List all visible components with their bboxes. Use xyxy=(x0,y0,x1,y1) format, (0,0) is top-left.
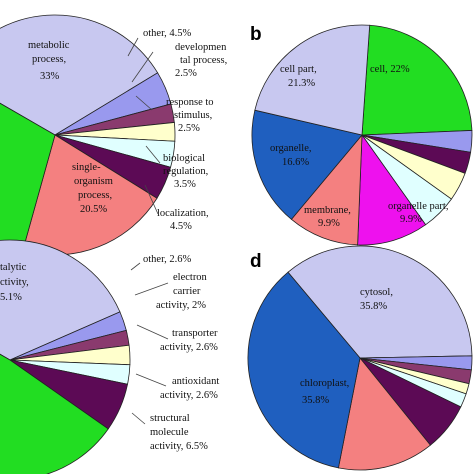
panel-letter-b: b xyxy=(250,24,262,45)
slice-label-a-0-0: metabolic xyxy=(28,40,70,51)
pie-chart-c xyxy=(0,239,131,474)
slice-label-c-5-0: structural xyxy=(150,413,190,424)
slice-label-c-0-2: 5.1% xyxy=(0,292,22,303)
slice-label-c-4-1: activity, 2.6% xyxy=(160,390,218,401)
leader-line-5 xyxy=(130,262,141,271)
leader-line-3 xyxy=(145,145,161,164)
slice-label-a-2-1: tal process, xyxy=(180,55,227,66)
pie-slice-c-catalytic-activity xyxy=(0,239,121,361)
leader-lines xyxy=(127,37,169,425)
slice-label-a-0-2: 33% xyxy=(40,71,60,82)
slice-label-a-6-1: organism xyxy=(74,176,113,187)
pie-slice-b-cell-part xyxy=(254,24,371,136)
slice-label-a-3-1: stimulus, xyxy=(174,110,212,121)
pie-chart-b xyxy=(251,24,473,246)
leader-line-1 xyxy=(131,51,154,83)
leader-line-2 xyxy=(135,95,153,111)
leader-line-9 xyxy=(131,412,146,425)
slice-label-c-1-0: other, 2.6% xyxy=(143,254,192,265)
slice-label-a-6-0: single- xyxy=(72,162,101,173)
pie-slice-b-cell xyxy=(361,24,473,136)
slice-label-a-2-0: developmen xyxy=(175,42,227,53)
slice-label-c-3-0: transporter xyxy=(172,328,218,339)
pie-slice-b-organelle xyxy=(251,109,363,220)
slice-label-b-0-0: cell, 22% xyxy=(370,64,410,75)
pie-slice-b-membrane xyxy=(290,133,363,246)
slice-label-a-0-1: process, xyxy=(32,54,66,65)
slice-label-a-5-0: localization, xyxy=(157,208,209,219)
slice-label-b-6-0: membrane, xyxy=(304,205,351,216)
slice-label-a-5-1: 4.5% xyxy=(170,221,192,232)
slice-label-a-3-0: response to xyxy=(166,97,214,108)
slice-label-c-4-0: antioxidant xyxy=(172,376,219,387)
slice-label-c-2-0: electron xyxy=(173,272,208,283)
pie-slice-d-other-d6 xyxy=(337,357,431,471)
slice-label-b-7-0: organelle, xyxy=(270,143,312,154)
leader-line-8 xyxy=(135,373,167,387)
slice-label-c-5-2: activity, 6.5% xyxy=(150,441,208,452)
slice-label-a-1-0: other, 4.5% xyxy=(143,28,192,39)
slice-label-b-5-0: organelle part, xyxy=(388,201,448,212)
slice-label-d-0-1: 35.8% xyxy=(360,301,387,312)
slice-label-b-7-1: 16.6% xyxy=(282,157,309,168)
slice-label-a-3-2: 2.5% xyxy=(178,123,200,134)
pie-slice-a-metabolic-process xyxy=(0,14,159,136)
slice-label-c-2-1: carrier xyxy=(173,286,201,297)
slice-label-d-7-1: 35.8% xyxy=(302,395,329,406)
slice-label-b-8-1: 21.3% xyxy=(288,78,315,89)
pie-slice-b-organelle-part xyxy=(357,133,427,246)
slice-label-a-4-0: biological xyxy=(163,153,205,164)
leader-line-4 xyxy=(144,184,159,215)
slice-label-b-8-0: cell part, xyxy=(280,64,317,75)
slice-label-a-6-3: 20.5% xyxy=(80,204,107,215)
slice-label-a-2-2: 2.5% xyxy=(175,68,197,79)
slice-label-c-5-1: molecule xyxy=(150,427,189,438)
pie-chart-a xyxy=(0,14,176,256)
slice-label-c-0-0: talytic xyxy=(0,262,27,273)
slice-labels: metabolic process, 33% other, 4.5% developme… xyxy=(0,28,448,452)
leader-line-7 xyxy=(136,324,169,340)
slice-label-b-5-1: 9.9% xyxy=(400,214,422,225)
slice-label-d-0-0: cytosol, xyxy=(360,287,393,298)
panel-letter-d: d xyxy=(250,251,262,272)
leader-line-6 xyxy=(134,282,169,296)
slice-label-c-0-1: ctivity, xyxy=(0,277,29,288)
leader-line-0 xyxy=(127,37,139,57)
slice-label-a-6-2: process, xyxy=(78,190,112,201)
slice-label-a-4-1: regulation, xyxy=(163,166,208,177)
pie-slice-c-binding xyxy=(0,353,109,474)
slice-label-b-6-1: 9.9% xyxy=(318,218,340,229)
slice-label-d-7-0: chloroplast, xyxy=(300,378,349,389)
slice-label-c-3-1: activity, 2.6% xyxy=(160,342,218,353)
pie-chart-d xyxy=(247,245,473,471)
slice-label-a-4-2: 3.5% xyxy=(174,179,196,190)
slice-label-c-2-2: activity, 2% xyxy=(156,300,206,311)
pie-slice-d-chloroplast xyxy=(247,271,361,469)
pie-slice-d-cytosol xyxy=(287,245,473,359)
